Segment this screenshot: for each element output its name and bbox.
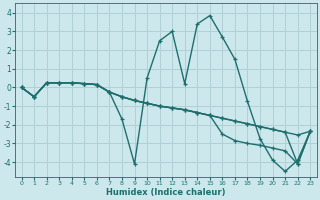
X-axis label: Humidex (Indice chaleur): Humidex (Indice chaleur) [106,188,226,197]
